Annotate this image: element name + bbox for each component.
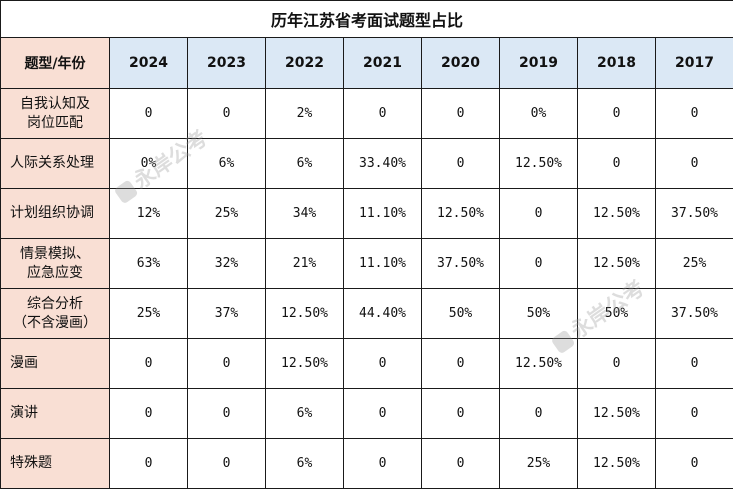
- table-cell: 0: [654, 88, 733, 139]
- table-cell: 0: [499, 188, 578, 239]
- table-row: 综合分析 （不含漫画） 25% 37% 12.50% 44.40% 50% 50…: [0, 288, 733, 339]
- table-cell: 0: [654, 138, 733, 189]
- table-row: 计划组织协调 12% 25% 34% 11.10% 12.50% 0 12.50…: [0, 188, 733, 239]
- table-cell: 33.40%: [343, 138, 422, 189]
- table-cell: 25%: [499, 438, 578, 489]
- row-label: 情景模拟、 应急应变: [0, 238, 110, 289]
- table-row: 演讲 0 0 6% 0 0 0 12.50% 0: [0, 388, 733, 439]
- row-label: 演讲: [0, 388, 110, 439]
- table-cell: 0: [187, 438, 266, 489]
- year-header: 2023: [187, 37, 266, 89]
- table-row: 特殊题 0 0 6% 0 0 25% 12.50% 0: [0, 438, 733, 489]
- year-header: 2017: [654, 37, 733, 89]
- header-row: 题型/年份 2024 2023 2022 2021 2020 2019 2018…: [0, 37, 733, 89]
- year-header: 2018: [577, 37, 656, 89]
- year-header: 2022: [265, 37, 344, 89]
- table-cell: 34%: [265, 188, 344, 239]
- table-cell: 50%: [421, 288, 500, 339]
- table-cell: 37%: [187, 288, 266, 339]
- table-cell: 0: [343, 338, 422, 389]
- table-cell: 12%: [109, 188, 188, 239]
- table-cell: 2%: [265, 88, 344, 139]
- year-header: 2021: [343, 37, 422, 89]
- header-corner: 题型/年份: [0, 37, 110, 89]
- table-cell: 0: [577, 338, 656, 389]
- table-cell: 0: [577, 138, 656, 189]
- table-cell: 25%: [187, 188, 266, 239]
- table-cell: 21%: [265, 238, 344, 289]
- table-cell: 0%: [499, 88, 578, 139]
- table-cell: 0: [187, 338, 266, 389]
- year-header: 2019: [499, 37, 578, 89]
- table-cell: 0: [421, 88, 500, 139]
- table-cell: 12.50%: [421, 188, 500, 239]
- table-cell: 0: [421, 138, 500, 189]
- table-cell: 12.50%: [499, 138, 578, 189]
- table-cell: 0: [577, 88, 656, 139]
- table-cell: 12.50%: [499, 338, 578, 389]
- row-label: 自我认知及 岗位匹配: [0, 88, 110, 139]
- row-label: 漫画: [0, 338, 110, 389]
- table-cell: 0: [343, 438, 422, 489]
- year-header: 2024: [109, 37, 188, 89]
- row-label: 综合分析 （不含漫画）: [0, 288, 110, 339]
- table-cell: 0: [654, 388, 733, 439]
- table-cell: 0: [654, 338, 733, 389]
- table-cell: 63%: [109, 238, 188, 289]
- table-cell: 25%: [109, 288, 188, 339]
- row-label: 人际关系处理: [0, 138, 110, 189]
- year-header: 2020: [421, 37, 500, 89]
- table-cell: 37.50%: [654, 188, 733, 239]
- table-row: 自我认知及 岗位匹配 0 0 2% 0 0 0% 0 0: [0, 88, 733, 139]
- table-cell: 0: [109, 388, 188, 439]
- table-cell: 6%: [265, 388, 344, 439]
- table-row: 情景模拟、 应急应变 63% 32% 21% 11.10% 37.50% 0 1…: [0, 238, 733, 289]
- table-cell: 37.50%: [421, 238, 500, 289]
- table-cell: 0: [109, 338, 188, 389]
- table-cell: 12.50%: [577, 438, 656, 489]
- table-cell: 0: [421, 438, 500, 489]
- table-cell: 12.50%: [577, 388, 656, 439]
- table-row: 漫画 0 0 12.50% 0 0 12.50% 0 0: [0, 338, 733, 389]
- table-cell: 12.50%: [265, 338, 344, 389]
- table-cell: 0: [654, 438, 733, 489]
- table-cell: 44.40%: [343, 288, 422, 339]
- table-cell: 0: [343, 88, 422, 139]
- table-cell: 6%: [265, 438, 344, 489]
- table-cell: 0: [499, 238, 578, 289]
- table-cell: 6%: [187, 138, 266, 189]
- table-cell: 12.50%: [577, 188, 656, 239]
- table-title: 历年江苏省考面试题型占比: [0, 0, 733, 38]
- table-cell: 12.50%: [577, 238, 656, 289]
- table-row: 人际关系处理 0% 6% 6% 33.40% 0 12.50% 0 0: [0, 138, 733, 189]
- table-cell: 0: [187, 88, 266, 139]
- table-cell: 50%: [577, 288, 656, 339]
- table-cell: 0: [421, 338, 500, 389]
- table-cell: 0: [109, 438, 188, 489]
- row-label: 特殊题: [0, 438, 110, 489]
- table-cell: 25%: [654, 238, 733, 289]
- table-cell: 32%: [187, 238, 266, 289]
- table-cell: 6%: [265, 138, 344, 189]
- row-label: 计划组织协调: [0, 188, 110, 239]
- table-cell: 0: [499, 388, 578, 439]
- table-cell: 12.50%: [265, 288, 344, 339]
- table-cell: 11.10%: [343, 238, 422, 289]
- table-cell: 0%: [109, 138, 188, 189]
- table-cell: 37.50%: [654, 288, 733, 339]
- table-cell: 0: [109, 88, 188, 139]
- table-cell: 50%: [499, 288, 578, 339]
- table-cell: 11.10%: [343, 188, 422, 239]
- table-cell: 0: [421, 388, 500, 439]
- table-cell: 0: [187, 388, 266, 439]
- table-cell: 0: [343, 388, 422, 439]
